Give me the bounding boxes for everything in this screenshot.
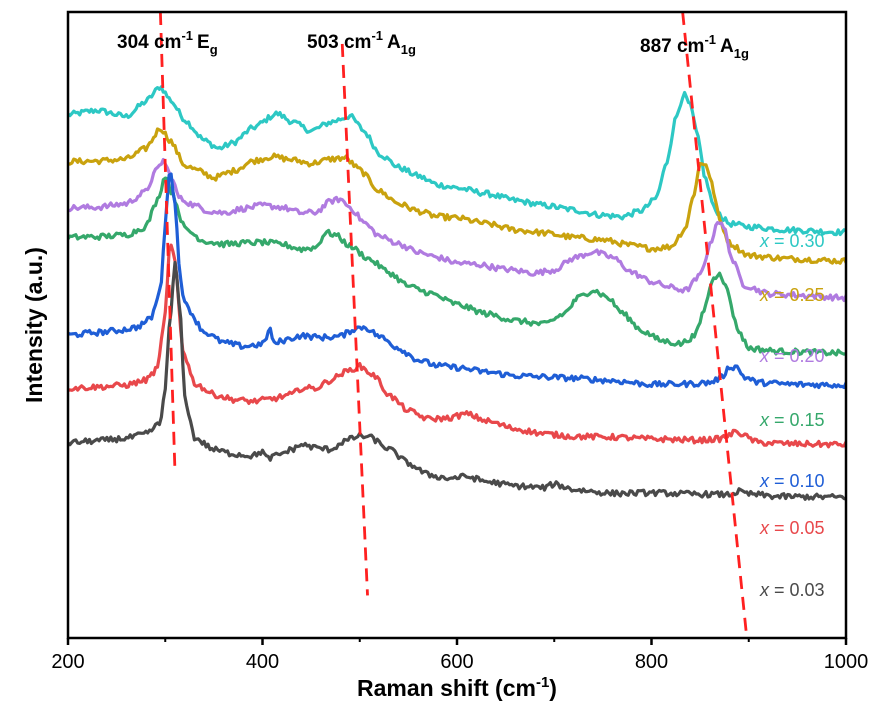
peak-annotation-label: 304 cm-1 Eg [117,28,218,57]
x-axis-ticks: 200 400 600 800 1000 [51,638,868,673]
series-label-0.20: x = 0.20 [759,346,825,366]
plot-series-group [68,85,846,501]
peak-marker-lines [158,11,749,639]
x-tick-label: 1000 [824,651,869,673]
peak-annotation-label: 887 cm-1 A1g [640,32,749,61]
series-label-0.30: x = 0.30 [759,231,825,251]
peak-shift-line [340,43,369,596]
y-axis-title: Intensity (a.u.) [21,247,47,403]
series-line-0.05 [68,243,846,449]
plot-frame [66,10,848,640]
peak-annotation-label: 503 cm-1 A1g [307,28,416,57]
series-line-0.30 [68,85,846,237]
series-labels: x = 0.30 x = 0.25 x = 0.20 x = 0.15 x = 0.10… [759,231,825,600]
series-label-0.10: x = 0.10 [759,471,825,491]
series-line-0.10 [68,172,846,390]
x-tick-label: 400 [246,651,279,673]
x-tick-label: 600 [440,651,473,673]
series-label-0.03: x = 0.03 [759,580,825,600]
x-tick-label: 800 [635,651,668,673]
series-line-0.15 [68,176,846,357]
series-label-0.05: x = 0.05 [759,518,825,538]
peak-shift-line [158,11,177,472]
series-line-0.20 [68,157,846,303]
x-tick-label: 200 [51,651,84,673]
peak-annotations: 304 cm-1 Eg 503 cm-1 A1g 887 cm-1 A1g [117,28,749,61]
series-label-0.15: x = 0.15 [759,410,825,430]
series-line-0.25 [68,127,846,265]
series-label-0.25: x = 0.25 [759,285,825,305]
x-axis-title: Raman shift (cm-1) [357,674,557,701]
series-line-0.03 [68,260,846,501]
